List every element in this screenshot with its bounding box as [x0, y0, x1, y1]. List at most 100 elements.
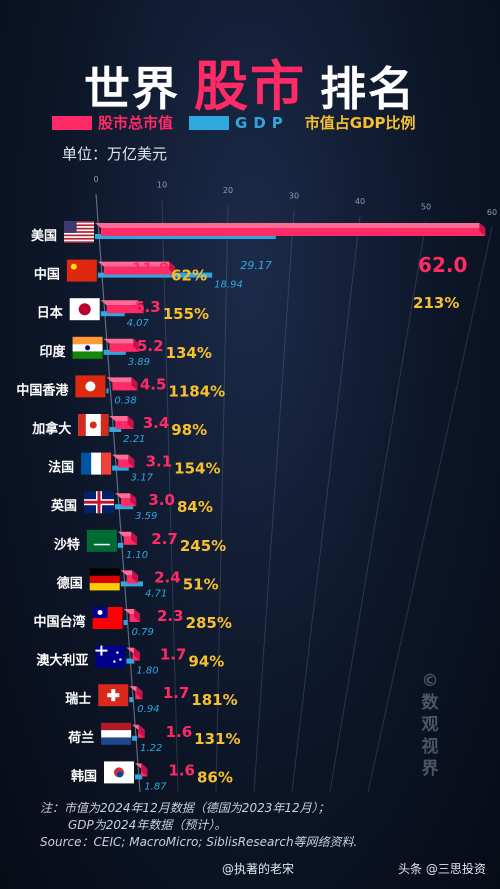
ratio-label: 134%	[166, 344, 212, 362]
footer-left-credit: @执著的老宋	[222, 862, 295, 876]
market-cap-bar-side	[130, 493, 137, 507]
market-cap-label: 62.0	[418, 253, 467, 277]
source-note: 注：市值为2024年12月数据（德国为2023年12月）； GDP为2024年数…	[40, 800, 357, 851]
market-cap-bar	[118, 459, 135, 468]
ratio-label: 285%	[186, 614, 232, 632]
axis-tick-label: 10	[157, 181, 167, 190]
flag-icon-14	[104, 761, 134, 784]
market-cap-bar-side	[133, 338, 140, 352]
gdp-label: 3.59	[135, 511, 157, 522]
country-label: 澳大利亚	[36, 653, 88, 669]
legend: 股市总市值 GDP 市值占GDP比例	[52, 112, 432, 133]
grid-line	[329, 221, 427, 793]
ratio-label: 84%	[177, 498, 213, 516]
market-cap-bar-side	[131, 531, 138, 545]
market-cap-bar-top	[109, 416, 134, 421]
flag-icon-8	[86, 529, 117, 552]
ratio-label: 1184%	[168, 382, 225, 400]
axis-tick-label: 40	[355, 197, 365, 206]
market-cap-bar-side	[127, 416, 134, 429]
legend-item-ratio: 市值占GDP比例	[305, 112, 416, 133]
gdp-label: 1.22	[140, 743, 162, 754]
gdp-label: 4.71	[145, 588, 167, 599]
flag-icon-10	[92, 607, 123, 629]
grid-line	[95, 193, 141, 793]
market-cap-label: 1.7	[160, 646, 187, 664]
ratio-label: 213%	[413, 294, 459, 312]
market-cap-bar-side	[128, 454, 135, 468]
flag-icon-9	[89, 568, 120, 591]
market-cap-bar	[101, 228, 486, 236]
market-cap-bar	[129, 614, 141, 622]
market-cap-bar-side	[169, 261, 176, 275]
legend-item-gdp: GDP	[189, 114, 289, 132]
gdp-bar	[123, 620, 128, 625]
ratio-label: 94%	[188, 653, 224, 671]
gdp-label: 0.94	[137, 704, 159, 715]
ratio-label: 155%	[163, 305, 209, 323]
ratio-label: 62%	[171, 267, 207, 285]
flag-icon-3	[72, 336, 103, 359]
flag-icon-1	[66, 259, 97, 282]
legend-swatch-market-cap	[52, 115, 92, 130]
country-label: 德国	[57, 575, 83, 591]
gdp-bar	[109, 427, 122, 432]
market-cap-bar-top	[95, 223, 486, 228]
page-title: 世界 股市 排名	[0, 42, 500, 121]
market-cap-bar	[126, 575, 139, 584]
gdp-bar	[126, 658, 135, 664]
title-highlight: 股市	[194, 55, 306, 118]
market-cap-label: 1.6	[168, 761, 195, 779]
axis-baseline	[95, 193, 141, 793]
market-cap-bar-side	[134, 609, 141, 622]
market-cap-bar	[115, 421, 134, 429]
market-cap-bar	[121, 498, 137, 507]
flag-icon-11	[95, 645, 126, 668]
ratio-label: 131%	[194, 730, 240, 748]
grid-line	[215, 204, 229, 793]
gdp-label: 1.10	[126, 550, 148, 561]
ratio-label: 245%	[180, 537, 226, 555]
flag-icon-13	[101, 722, 132, 745]
flag-icon-12	[98, 684, 129, 707]
country-label: 韩国	[71, 768, 97, 784]
gdp-label: 0.38	[114, 395, 136, 406]
market-cap-bar	[109, 343, 140, 352]
market-cap-label: 1.6	[166, 723, 193, 741]
gdp-bar	[129, 697, 134, 703]
gdp-bar	[103, 349, 126, 355]
market-cap-bar-side	[138, 724, 145, 738]
axis-tick-label: 50	[421, 203, 431, 212]
market-cap-bar	[112, 382, 138, 391]
grid-line	[253, 210, 295, 793]
market-cap-bar-side	[132, 570, 139, 584]
market-cap-label: 1.7	[163, 684, 190, 702]
unit-label: 单位：万亿美元	[62, 145, 168, 163]
market-cap-label: 2.3	[157, 607, 184, 625]
gdp-bar	[95, 234, 276, 239]
footer-right-credit: 头条 @三思投资	[398, 862, 486, 876]
gdp-label: 18.94	[214, 280, 243, 291]
flag-icon-5	[78, 414, 109, 436]
market-cap-bar-side	[133, 647, 140, 661]
country-label: 中国香港	[16, 382, 69, 398]
market-cap-label: 2.4	[154, 568, 181, 586]
axis-tick-label: 20	[223, 186, 233, 195]
gdp-bar	[100, 311, 125, 317]
market-cap-bar	[106, 305, 144, 314]
gdp-label: 3.89	[128, 357, 150, 368]
market-cap-label: 3.4	[143, 414, 170, 432]
note-line-3: Source：CEIC; MacroMicro; SiblisResearch等…	[40, 835, 358, 849]
gdp-bar	[97, 272, 213, 278]
gdp-bar	[106, 388, 109, 394]
market-cap-bar-side	[141, 763, 148, 777]
market-cap-bar	[103, 266, 176, 275]
gdp-bar	[132, 735, 138, 741]
ratio-label: 181%	[191, 691, 237, 709]
watermark: ©数观视界	[421, 671, 439, 779]
flag-icon-6	[81, 452, 112, 475]
gdp-label: 4.07	[127, 318, 150, 329]
ratio-label: 154%	[174, 460, 220, 478]
market-cap-bar-side	[136, 686, 143, 700]
